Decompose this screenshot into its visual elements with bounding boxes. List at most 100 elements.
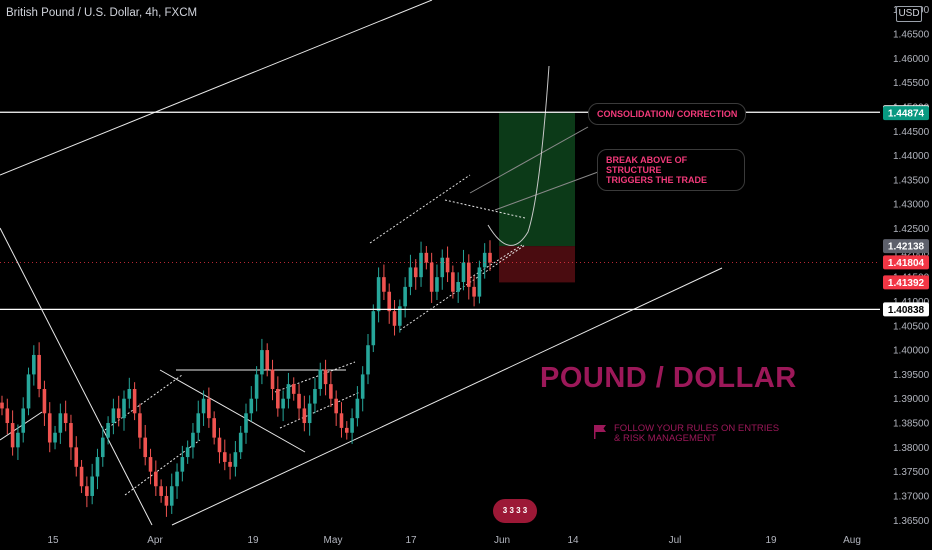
- candle-body: [355, 398, 360, 419]
- candle-body: [5, 408, 10, 424]
- y-tick-label: 1.39000: [893, 394, 930, 405]
- y-tick-label: 1.46000: [893, 54, 930, 65]
- brand-logo[interactable]: 3 3 3 3: [493, 499, 537, 523]
- candle-body: [180, 457, 185, 472]
- candle-body: [100, 437, 105, 458]
- candle-body: [127, 388, 132, 399]
- candle-body: [196, 413, 201, 433]
- projection-curve: [487, 65, 550, 246]
- candle-body: [169, 486, 174, 506]
- y-tick-label: 1.38500: [893, 419, 930, 430]
- candlestick-series: [0, 240, 492, 517]
- candle-body: [79, 466, 84, 487]
- candle-body: [63, 413, 68, 424]
- candle-body: [472, 286, 476, 297]
- position-zones: [499, 113, 575, 283]
- candle-body: [85, 486, 89, 496]
- candle-body: [360, 374, 365, 399]
- price-tags: 1.448921.448741.421381.418041.413921.408…: [883, 105, 929, 317]
- candle-body: [435, 277, 439, 292]
- price-tag-label: 1.42138: [888, 242, 925, 253]
- consolidation-note-text: CONSOLIDATION/ CORRECTION: [597, 109, 738, 119]
- candle-body: [111, 408, 116, 424]
- candle-body: [21, 408, 26, 433]
- callout-line-1: [469, 126, 589, 194]
- candle-body: [106, 423, 110, 438]
- candle-body: [313, 388, 317, 404]
- candle-body: [74, 447, 79, 467]
- y-tick-label: 1.38000: [893, 443, 930, 454]
- channel-left: [0, 411, 43, 441]
- candle-body: [212, 418, 216, 438]
- candle-body: [398, 306, 402, 326]
- candle-body: [58, 413, 63, 433]
- candle-body: [270, 369, 275, 389]
- candle-body: [207, 398, 211, 419]
- chart-watermark-title: POUND / DOLLAR: [540, 362, 797, 394]
- y-tick-label: 1.39500: [893, 370, 930, 381]
- x-tick-label: 17: [405, 535, 417, 546]
- candle-body: [16, 432, 20, 448]
- candle-body: [291, 384, 296, 394]
- lower-trendline: [171, 267, 723, 526]
- price-tag-label: 1.41804: [888, 258, 925, 269]
- price-tag-label: 1.41392: [888, 278, 925, 289]
- candle-body: [424, 252, 429, 263]
- candle-body: [238, 432, 243, 453]
- candle-body: [440, 257, 445, 278]
- x-tick-label: 19: [765, 535, 777, 546]
- candle-body: [222, 452, 227, 462]
- x-tick-label: Jun: [494, 535, 510, 546]
- channel-lower-c: [399, 244, 526, 331]
- candle-body: [477, 267, 482, 297]
- x-tick-label: Jul: [669, 535, 682, 546]
- candle-body: [382, 277, 386, 292]
- price-tag-bg: [883, 255, 929, 270]
- currency-badge[interactable]: USD: [896, 6, 922, 22]
- candle-body: [482, 252, 487, 268]
- y-tick-label: 1.42000: [893, 248, 930, 259]
- retrace-line: [159, 369, 306, 453]
- candle-body: [466, 262, 471, 287]
- consolidation-upper: [444, 199, 526, 219]
- candle-body: [122, 398, 126, 419]
- price-tag-bg: [883, 302, 929, 317]
- y-tick-label: 1.40500: [893, 321, 930, 332]
- candle-body: [53, 432, 57, 443]
- upper-trendline: [0, 0, 433, 176]
- y-tick-label: 1.44500: [893, 127, 930, 138]
- candle-body: [37, 354, 41, 389]
- candle-body: [10, 423, 15, 448]
- candle-body: [276, 388, 280, 409]
- breakout-note-line2: TRIGGERS THE TRADE: [606, 175, 708, 185]
- callout-line-2: [494, 171, 599, 211]
- x-tick-label: May: [324, 535, 343, 546]
- candle-body: [456, 282, 460, 292]
- candle-body: [286, 384, 291, 399]
- time-axis[interactable]: 15 Apr 19 May 17 Jun 14 Jul 19 Aug: [47, 535, 860, 546]
- x-tick-label: 19: [247, 535, 259, 546]
- x-tick-label: 15: [47, 535, 59, 546]
- candle-body: [429, 262, 434, 292]
- wedge-lower-b: [279, 391, 361, 429]
- candle-body: [217, 437, 222, 453]
- candle-body: [408, 267, 413, 287]
- candle-body: [185, 447, 190, 458]
- candle-body: [419, 252, 423, 278]
- candle-body: [387, 291, 392, 312]
- candle-body: [42, 388, 47, 414]
- rules-note-line1: FOLLOW YOUR RULES ON ENTRIES: [614, 423, 780, 434]
- y-tick-label: 1.37500: [893, 467, 930, 478]
- candle-body: [26, 374, 31, 409]
- candle-body: [148, 457, 153, 472]
- consolidation-note: CONSOLIDATION/ CORRECTION: [588, 103, 747, 125]
- candle-body: [265, 350, 270, 370]
- candle-body: [451, 272, 455, 292]
- candle-body: [132, 388, 137, 414]
- candle-body: [281, 398, 285, 409]
- flag-icon: [594, 425, 606, 439]
- y-tick-label: 1.37000: [893, 491, 930, 502]
- channel-upper-c: [369, 174, 471, 244]
- candle-body: [392, 311, 397, 326]
